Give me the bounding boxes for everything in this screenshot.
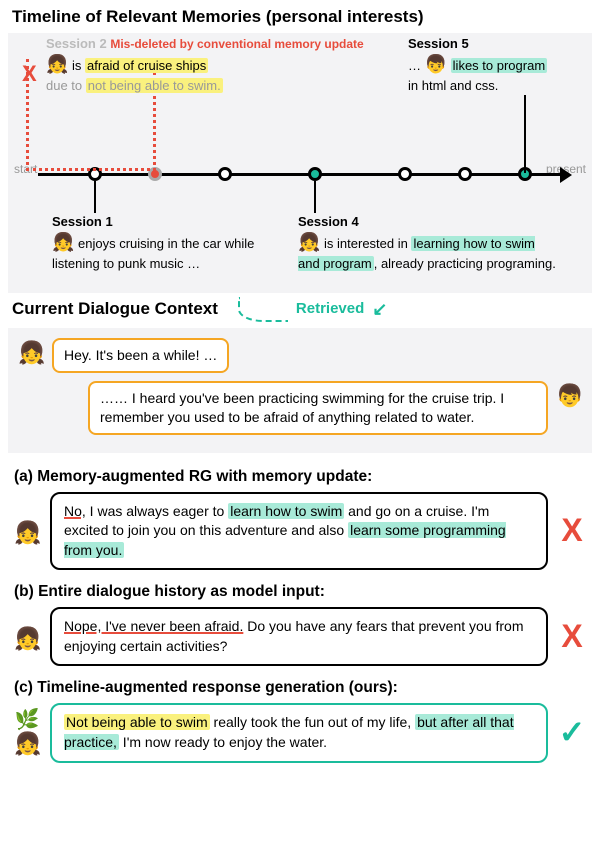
girl-avatar-icon: 👧 (298, 232, 320, 252)
a-m1: I was always eager to (86, 503, 228, 519)
s4-pre: is interested in (320, 236, 411, 251)
s2-text: is (68, 58, 85, 73)
girl-avatar-icon: 👧 (46, 54, 68, 74)
retrieved-indicator: Retrieved ↙ (238, 297, 387, 322)
session2-warning: Mis-deleted by conventional memory updat… (110, 37, 363, 51)
retrieved-label: Retrieved (296, 299, 364, 319)
timeline-stem (524, 95, 526, 173)
timeline-axis (38, 173, 562, 176)
s2-l2-pre: due to (46, 78, 86, 93)
session4-title: Session 4 (298, 213, 558, 231)
session1-title: Session 1 (52, 213, 262, 231)
c-m1: really took the fun out of my life, (210, 714, 415, 730)
boy-avatar-icon: 👦 (556, 381, 582, 407)
s4-mid: , already practicing programing. (374, 256, 556, 271)
method-c-response: Not being able to swim really took the f… (50, 703, 548, 762)
girl-avatar-icon: 👧 (14, 624, 40, 650)
timeline-node (458, 167, 472, 181)
method-a-title: (a) Memory-augmented RG with memory upda… (0, 459, 600, 492)
method-a-row: 👧 No, I was always eager to learn how to… (0, 492, 600, 575)
method-c-row: 🌿 👧 Not being able to swim really took t… (0, 703, 600, 766)
girl-avatar-icon: 👧 (52, 232, 74, 252)
s5-l2: in html and css. (408, 78, 498, 93)
verdict-x-icon: X (558, 615, 586, 658)
context-panel: 👧 Hey. It's been a while! … …… I heard y… (8, 328, 592, 453)
s2-hl: afraid of cruise ships (85, 58, 208, 73)
method-c-avatar-stack: 🌿 👧 (14, 711, 40, 755)
verdict-check-icon: ✓ (558, 711, 586, 754)
timeline-stem (314, 181, 316, 213)
dialogue-row: …… I heard you've been practicing swimmi… (18, 381, 582, 435)
girl-avatar-icon: 👧 (14, 518, 40, 544)
dash-arrow-left-icon (238, 297, 288, 322)
verdict-x-icon: X (558, 509, 586, 552)
s1-text: enjoys cruising in the car while listeni… (52, 236, 254, 270)
a-hl1: learn how to swim (228, 503, 344, 519)
timeline-arrow-icon (560, 167, 572, 183)
method-a-response: No, I was always eager to learn how to s… (50, 492, 548, 571)
c-hl1: Not being able to swim (64, 714, 210, 730)
partner-bubble: …… I heard you've been practicing swimmi… (88, 381, 548, 435)
session2-card: Session 2 Mis-deleted by conventional me… (46, 35, 406, 94)
session2-title: Session 2 (46, 36, 107, 51)
timeline-stem (94, 181, 96, 213)
session4-card: Session 4 👧 is interested in learning ho… (298, 213, 558, 272)
method-c-title: (c) Timeline-augmented response generati… (0, 670, 600, 703)
s5-hl: likes to program (451, 58, 547, 73)
timeline-panel: start present X Session 2 Mis-deleted by… (8, 33, 592, 293)
girl-avatar-icon: 👧 (18, 338, 44, 364)
session5-title: Session 5 (408, 35, 588, 53)
session1-card: Session 1 👧 enjoys cruising in the car w… (52, 213, 262, 272)
leaves-icon: 🌿 (15, 711, 40, 729)
session5-card: Session 5 … 👦 likes to program in html a… (408, 35, 588, 94)
a-pre: No, (64, 503, 86, 519)
b-pre: Nope, I've never been afraid. (64, 618, 243, 634)
method-b-response: Nope, I've never been afraid. Do you hav… (50, 607, 548, 666)
c-m2: I'm now ready to enjoy the water. (119, 734, 327, 750)
context-header-row: Current Dialogue Context Retrieved ↙ (0, 293, 600, 324)
timeline-node-retrieved (308, 167, 322, 181)
girl-avatar-icon: 👧 (14, 729, 40, 755)
method-b-title: (b) Entire dialogue history as model inp… (0, 574, 600, 607)
boy-avatar-icon: 👦 (425, 54, 447, 74)
method-b-row: 👧 Nope, I've never been afraid. Do you h… (0, 607, 600, 670)
timeline-node (398, 167, 412, 181)
timeline-heading: Timeline of Relevant Memories (personal … (0, 0, 600, 33)
timeline-node (218, 167, 232, 181)
user-bubble: Hey. It's been a while! … (52, 338, 229, 373)
dialogue-row: 👧 Hey. It's been a while! … (18, 338, 582, 373)
context-heading: Current Dialogue Context (12, 298, 218, 321)
s2-l2-hl: not being able to swim. (86, 78, 223, 93)
s5-pre: … (408, 58, 425, 73)
